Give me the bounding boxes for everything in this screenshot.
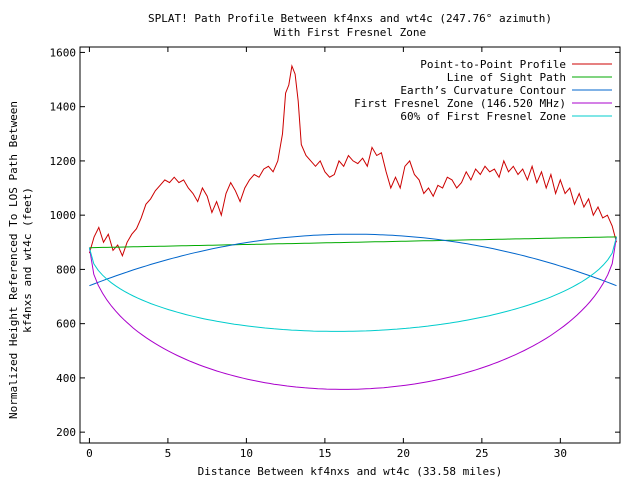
legend-label: Point-to-Point Profile [420,58,566,71]
series-line-first-fresnel-zone-146-520-mhz [88,236,617,390]
y-tick-label: 1200 [50,155,77,168]
y-tick-label: 600 [56,318,76,331]
x-tick-label: 10 [240,447,253,460]
axis-ticks: 0 5 10 15 20 25 30 200 400 600 800 1000 1200 1400 1600 [50,46,620,460]
y-axis-label-line1: Normalized Height Referenced To LOS Path… [7,101,20,419]
series-line-earth-s-curvature-contour [89,233,617,287]
y-tick-label: 800 [56,263,76,276]
chart-title: SPLAT! Path Profile Between kf4nxs and w… [148,12,552,25]
y-tick-label: 1000 [50,209,77,222]
legend-label: Earth’s Curvature Contour [400,84,566,97]
chart-subtitle: With First Fresnel Zone [274,26,426,39]
y-axis-label-line2: kf4nxs and wt4c (feet) [21,187,34,333]
y-tick-label: 400 [56,372,76,385]
legend-label: First Fresnel Zone (146.520 MHz) [354,97,566,110]
series-line-60-of-first-fresnel-zone [88,236,617,332]
x-tick-label: 5 [165,447,172,460]
x-tick-label: 0 [86,447,93,460]
series-layer [88,64,617,390]
series-line-point-to-point-profile [88,64,617,258]
x-axis-label: Distance Between kf4nxs and wt4c (33.58 … [198,465,503,478]
y-tick-label: 200 [56,426,76,439]
legend-label: 60% of First Fresnel Zone [400,110,566,123]
legend-label: Line of Sight Path [447,71,566,84]
x-tick-label: 30 [554,447,567,460]
plot-frame [79,46,621,444]
x-tick-label: 15 [318,447,331,460]
x-tick-label: 20 [397,447,410,460]
y-tick-label: 1400 [50,101,77,114]
series-line-line-of-sight-path [89,236,617,249]
x-tick-label: 25 [475,447,488,460]
y-tick-label: 1600 [50,46,77,59]
